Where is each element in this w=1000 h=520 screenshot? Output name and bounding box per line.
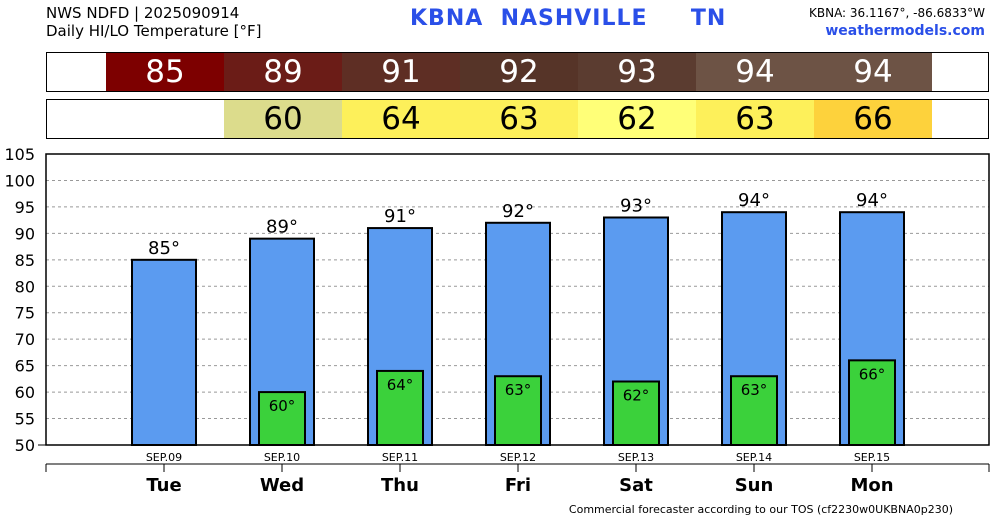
y-tick-label: 100: [4, 171, 35, 190]
high-temperature-strip: 85 89 91 92 93 94 94: [46, 52, 989, 92]
low-temp-cell: 63: [460, 100, 578, 138]
low-temp-label: 66°: [859, 365, 886, 383]
high-temp-label: 93°: [620, 195, 652, 216]
low-temp-cell: 66: [814, 100, 932, 138]
low-temp-cell: 63: [696, 100, 814, 138]
y-tick-label: 90: [15, 224, 35, 243]
high-temp-label: 92°: [502, 201, 534, 222]
high-temp-cell: 89: [224, 53, 342, 91]
y-tick-label: 105: [4, 145, 35, 164]
high-temp-cell: 94: [696, 53, 814, 91]
high-temp-cell: 85: [106, 53, 224, 91]
y-tick-label: 95: [15, 198, 35, 217]
high-temp-label: 94°: [738, 190, 770, 211]
low-temp-bar: [376, 369, 424, 446]
station-coordinates: KBNA: 36.1167°, -86.6833°W: [808, 6, 985, 20]
x-date-label: SEP.10: [264, 451, 300, 464]
low-temp-bar: [730, 375, 778, 446]
y-tick-label: 75: [15, 304, 35, 323]
low-temperature-strip: 60 64 63 62 63 66: [46, 99, 989, 139]
high-temp-cell: 91: [342, 53, 460, 91]
y-tick-label: 80: [15, 277, 35, 296]
plot-frame: [45, 153, 990, 446]
high-temp-label: 91°: [384, 206, 416, 227]
footer-note: Commercial forecaster according to our T…: [568, 503, 953, 516]
x-day-label: Tue: [146, 475, 181, 496]
x-day-label: Wed: [260, 475, 304, 496]
y-tick-label: 70: [15, 330, 35, 349]
x-day-label: Mon: [850, 475, 893, 496]
x-date-label: SEP.11: [382, 451, 418, 464]
low-temp-label: 62°: [623, 387, 650, 405]
y-tick-label: 60: [15, 383, 35, 402]
low-temp-label: 63°: [505, 381, 532, 399]
high-temp-cell: 94: [814, 53, 932, 91]
x-date-label: SEP.14: [736, 451, 772, 464]
high-temp-cell: 93: [578, 53, 696, 91]
y-tick-label: 85: [15, 251, 35, 270]
x-day-label: Sat: [619, 475, 653, 496]
low-temp-bar: [612, 380, 660, 447]
low-temp-bar: [848, 359, 896, 447]
high-temp-cell: 92: [460, 53, 578, 91]
low-temp-label: 63°: [741, 381, 768, 399]
high-temp-label: 94°: [856, 190, 888, 211]
low-temp-label: 60°: [269, 397, 296, 415]
x-date-label: SEP.09: [146, 451, 182, 464]
low-temp-label: 64°: [387, 376, 414, 394]
x-date-label: SEP.13: [618, 451, 654, 464]
high-temp-bar: [131, 258, 197, 446]
low-temp-cell: 62: [578, 100, 696, 138]
x-day-label: Thu: [381, 475, 419, 496]
low-temp-cell: 60: [224, 100, 342, 138]
y-tick-label: 55: [15, 410, 35, 429]
x-day-label: Fri: [505, 475, 531, 496]
low-temp-cell: 64: [342, 100, 460, 138]
y-tick-label: 65: [15, 357, 35, 376]
x-date-label: SEP.15: [854, 451, 890, 464]
low-temp-cell: [106, 100, 224, 138]
source-label: NWS NDFD | 2025090914: [46, 4, 240, 22]
x-day-label: Sun: [735, 475, 774, 496]
high-temp-label: 85°: [148, 238, 180, 259]
station-title: KBNA NASHVILLE TN: [410, 6, 727, 31]
y-tick-label: 50: [15, 436, 35, 455]
site-link[interactable]: weathermodels.com: [825, 23, 985, 39]
chart-title: Daily HI/LO Temperature [°F]: [46, 22, 262, 40]
high-temp-label: 89°: [266, 217, 298, 238]
x-date-label: SEP.12: [500, 451, 536, 464]
